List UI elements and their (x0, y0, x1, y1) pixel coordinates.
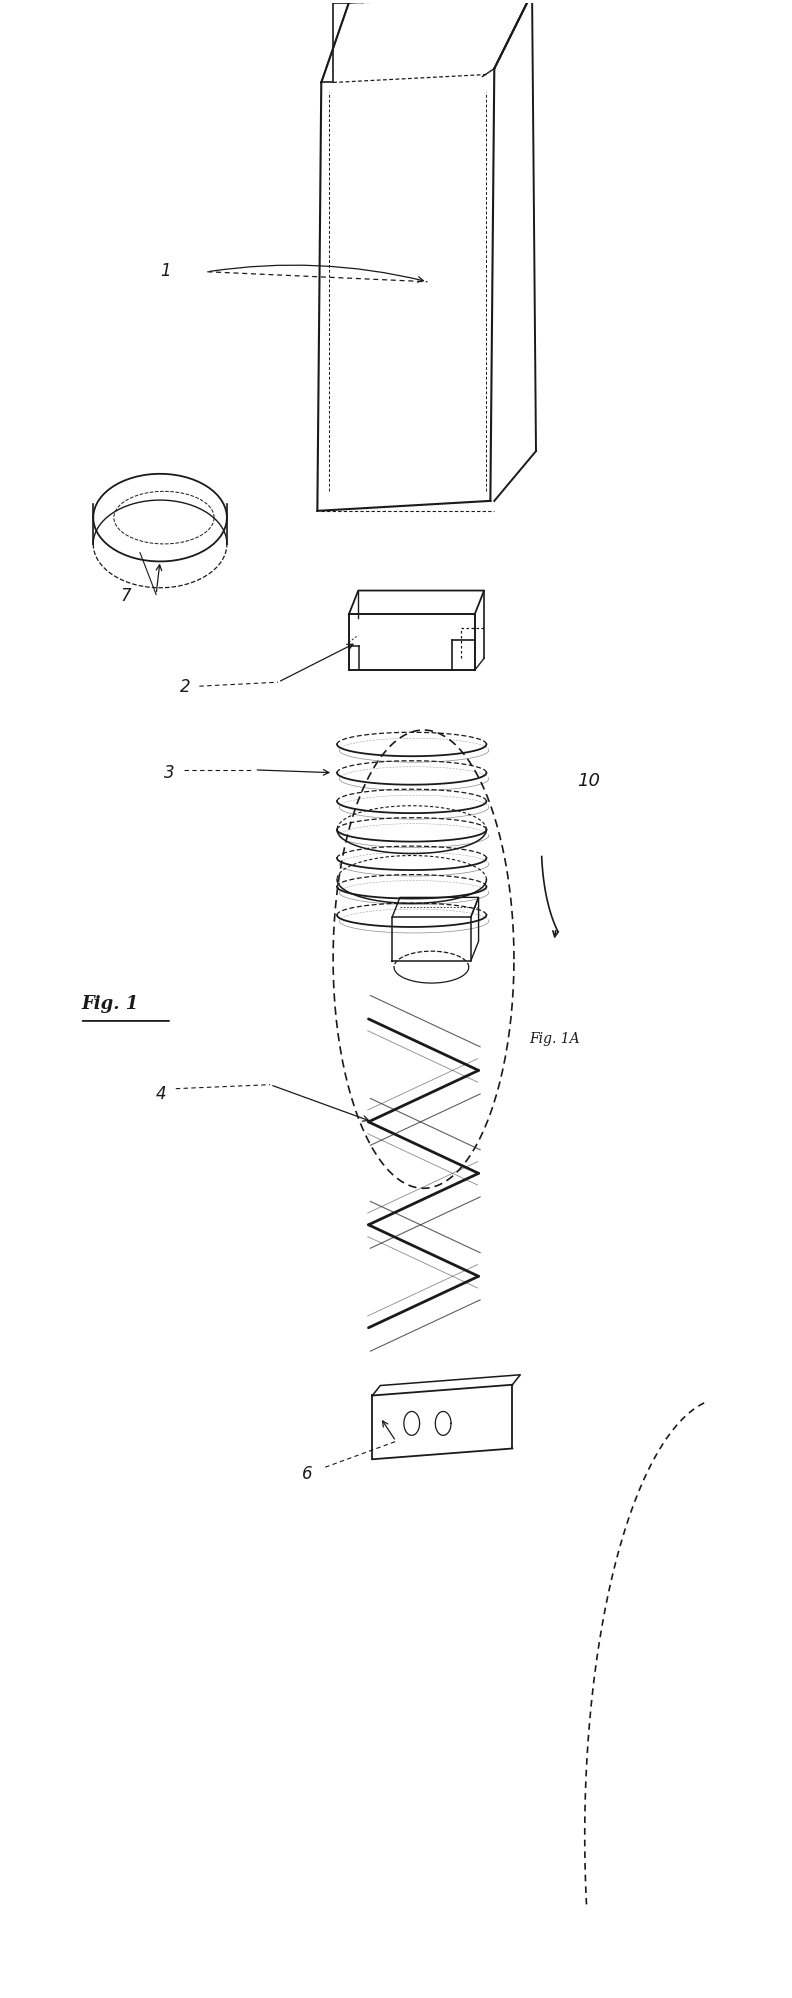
Text: 3: 3 (164, 763, 174, 781)
Text: 2: 2 (180, 677, 190, 695)
Text: 10: 10 (577, 771, 600, 789)
Text: 7: 7 (120, 587, 131, 605)
Text: Fig. 1A: Fig. 1A (530, 1031, 581, 1045)
Text: 4: 4 (156, 1085, 167, 1103)
Text: 6: 6 (302, 1465, 312, 1483)
Text: Fig. 1: Fig. 1 (82, 995, 139, 1013)
Text: 1: 1 (160, 262, 171, 280)
